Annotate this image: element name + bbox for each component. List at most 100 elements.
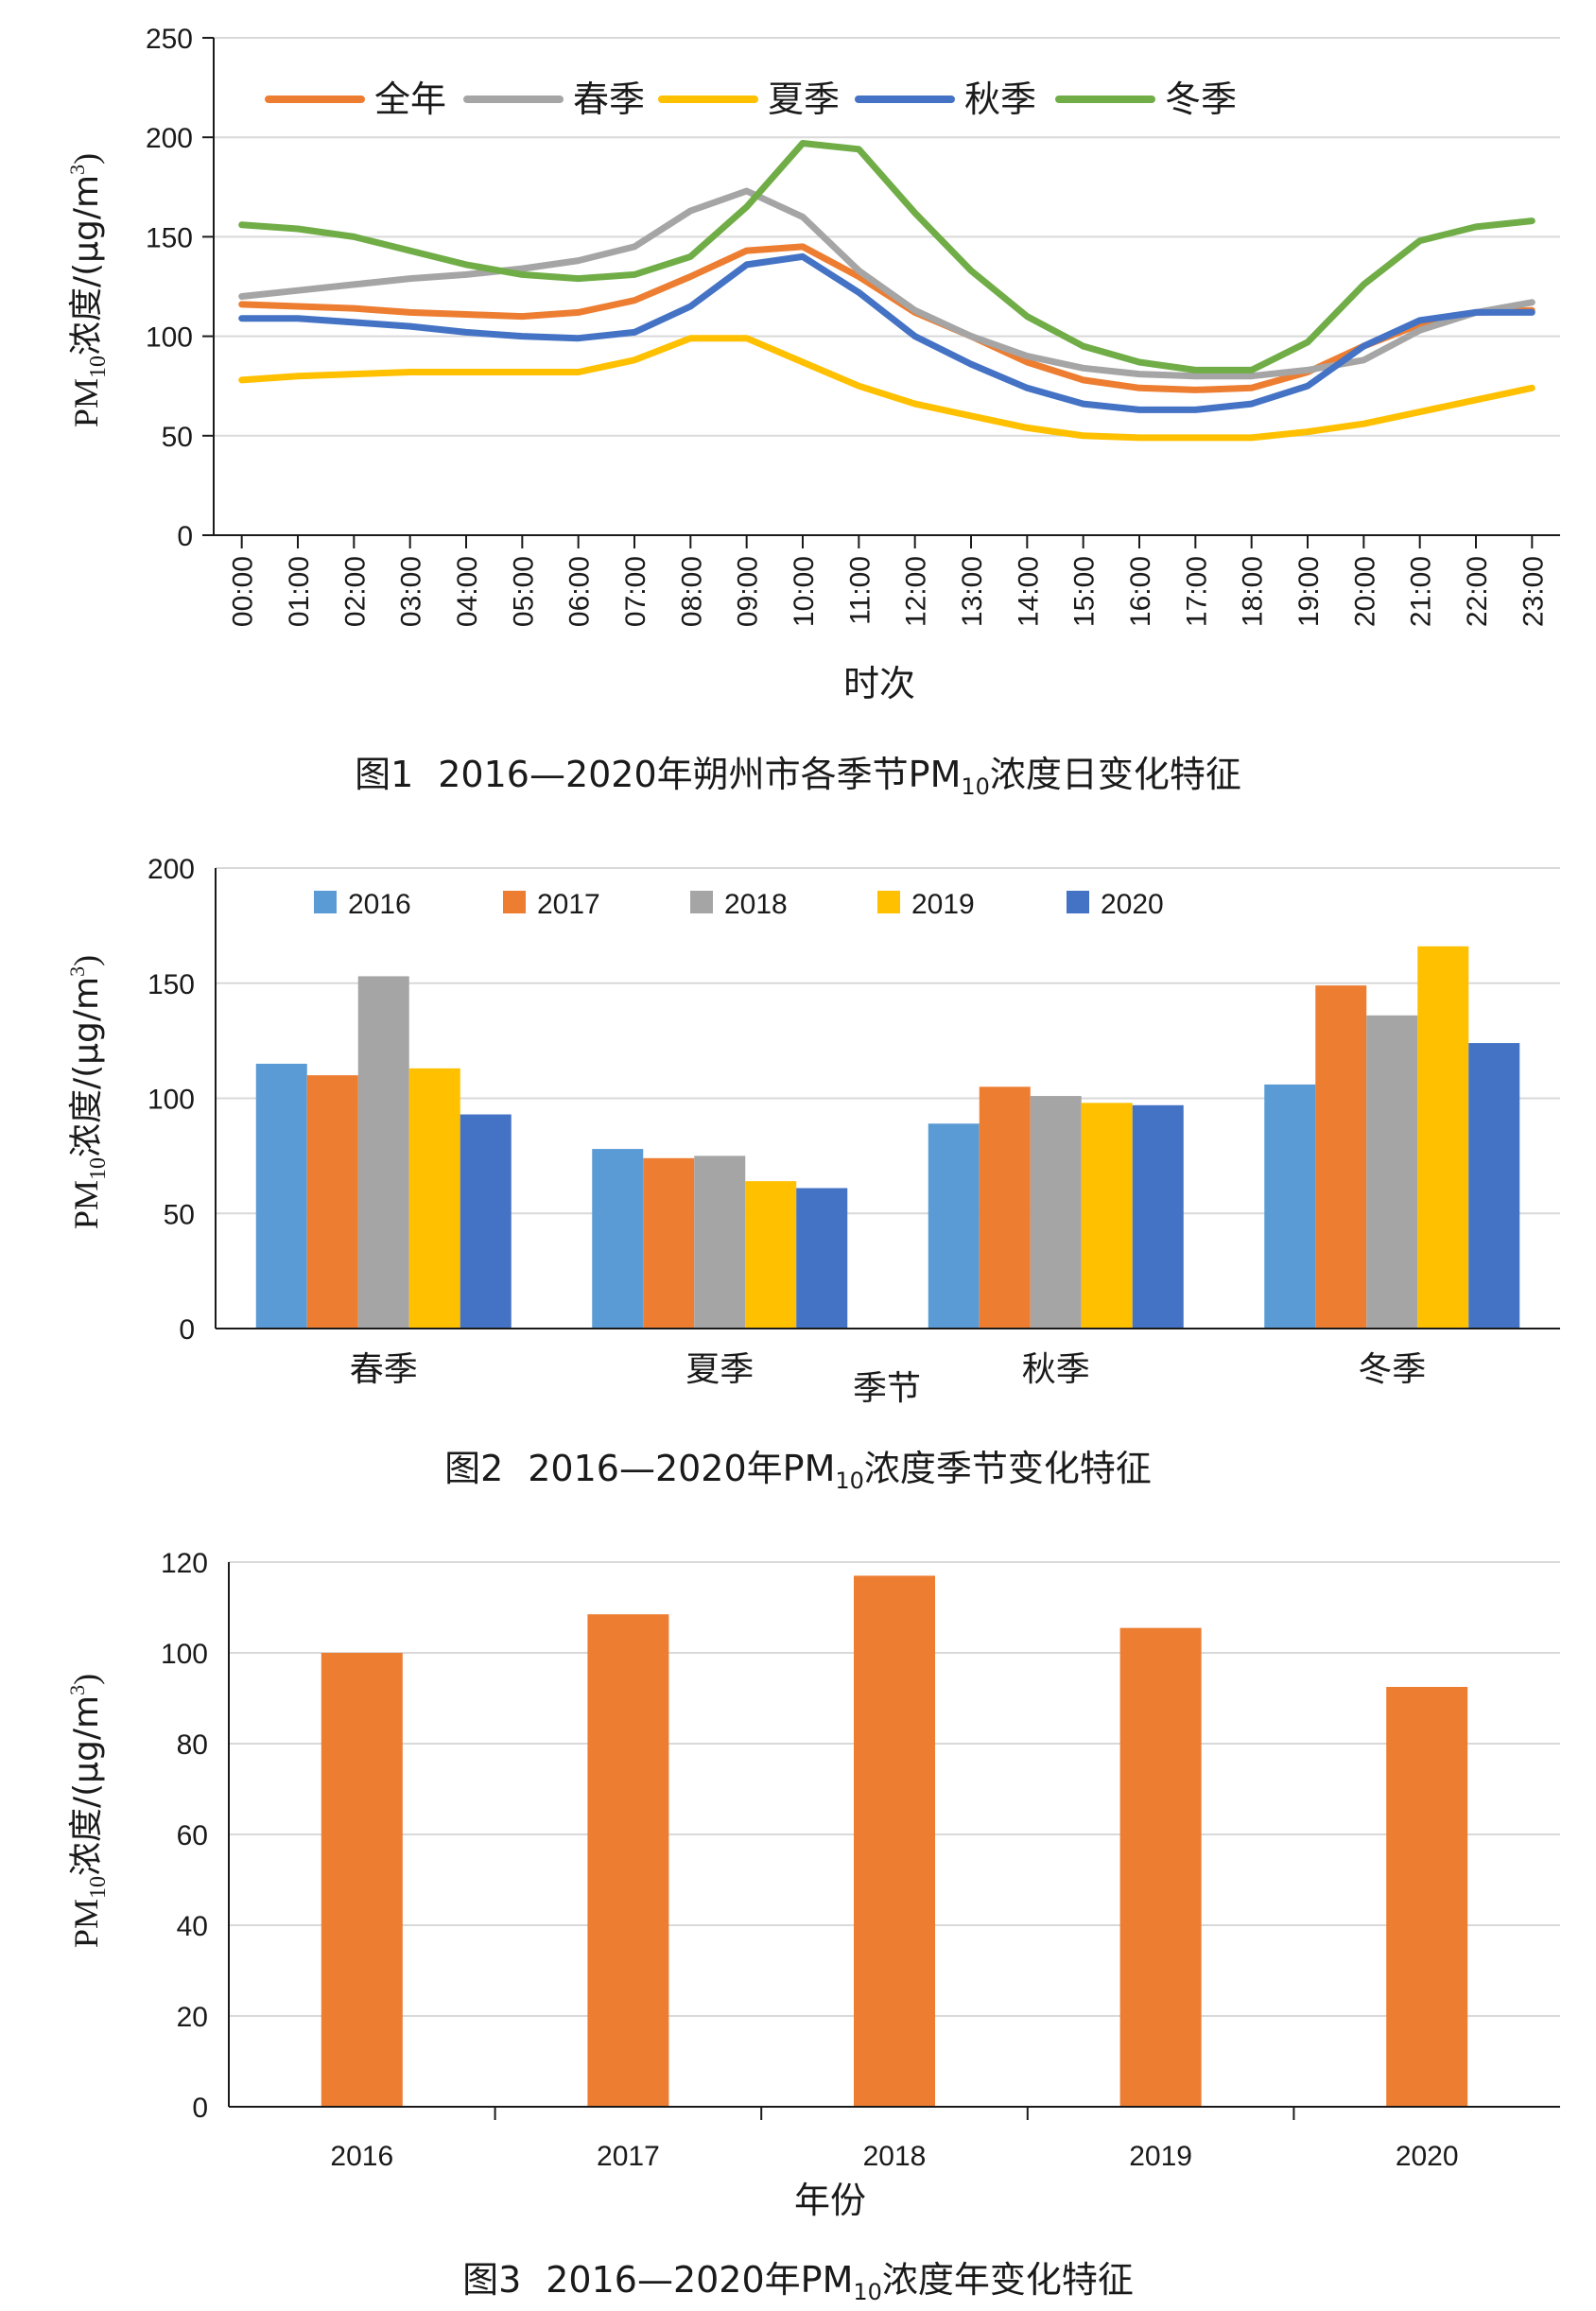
bar-2020-冬季: [1468, 1043, 1520, 1329]
chart-2-y-tick-labels: 0 50 100 150 200: [147, 854, 195, 1346]
bar-2016: [321, 1653, 403, 2107]
x-tick-label: 05:00: [508, 556, 539, 627]
legend-label: 2017: [537, 889, 600, 920]
bar-2017: [587, 1614, 669, 2107]
chart-1-gridlines: [214, 37, 1560, 437]
y-tick-label: 250: [146, 24, 193, 55]
chart-1-y-axis-label: PM10浓度/(μg/m3): [65, 153, 111, 427]
bar-2018-秋季: [1030, 1096, 1082, 1329]
y-tick-label: 200: [146, 123, 193, 154]
legend-label: 秋季: [964, 78, 1036, 120]
chart-1-legend: 全年 春季 夏季 秋季 冬季: [265, 78, 1237, 120]
x-tick-label: 22:00: [1462, 556, 1493, 627]
y-tick-label: 20: [177, 2002, 208, 2033]
legend-label: 全年: [374, 78, 446, 120]
chart-2-bars: [255, 946, 1520, 1329]
figure-1-caption: 图1 2016—2020年朔州市各季节PM10浓度日变化特征: [355, 754, 1241, 800]
x-tick-label: 04:00: [452, 556, 483, 627]
bar-2018-春季: [357, 976, 409, 1329]
y-tick-label: 200: [147, 854, 195, 885]
legend-swatch: [503, 891, 526, 913]
chart-3-annual-bar: 0 20 40 60 80 100 120 2016 2017 2018 2019 2020 PM1…: [65, 1548, 1560, 2221]
y-tick-label: 40: [177, 1911, 208, 1942]
bar-2017-秋季: [979, 1086, 1031, 1329]
bar-2016-春季: [255, 1063, 307, 1329]
chart-1-series-lines: [238, 140, 1535, 442]
y-tick-label: 60: [177, 1820, 208, 1851]
x-tick-label: 02:00: [339, 556, 371, 627]
bar-2020-夏季: [796, 1188, 848, 1329]
legend-swatch: [1067, 891, 1089, 913]
legend-swatch: [690, 891, 713, 913]
y-tick-label: 120: [161, 1548, 208, 1579]
bar-2016-冬季: [1264, 1084, 1316, 1329]
x-tick-label: 07:00: [620, 556, 651, 627]
series-line-冬季: [238, 140, 1535, 374]
x-tick-label: 18:00: [1238, 556, 1269, 627]
chart-3-x-axis-label: 年份: [794, 2180, 866, 2221]
y-tick-label: 50: [162, 422, 193, 453]
chart-2-axes: [215, 868, 1560, 1329]
bar-2018-冬季: [1366, 1015, 1418, 1329]
y-tick-label: 150: [146, 222, 193, 253]
legend-label: 春季: [573, 78, 645, 120]
x-tick-label: 20:00: [1349, 556, 1380, 627]
x-tick-label: 夏季: [685, 1350, 754, 1389]
x-tick-label: 2016: [330, 2141, 393, 2172]
series-line-春季: [238, 187, 1535, 380]
y-tick-label: 100: [147, 1085, 195, 1116]
chart-2-x-axis-label: 季节: [853, 1369, 921, 1408]
y-tick-label: 150: [147, 969, 195, 1000]
bar-2017-春季: [306, 1075, 358, 1329]
x-tick-label: 01:00: [284, 556, 315, 627]
chart-3-y-axis-label: PM10浓度/(μg/m3): [65, 1674, 111, 1948]
chart-3-bars: [321, 1575, 1468, 2107]
x-tick-label: 2020: [1396, 2141, 1459, 2172]
x-tick-label: 12:00: [901, 556, 932, 627]
bar-2019-冬季: [1417, 946, 1469, 1329]
chart-1-x-axis-label: 时次: [843, 663, 915, 704]
series-line-夏季: [238, 335, 1535, 442]
chart-2-legend: 2016 2017 2018 2019 2020: [314, 889, 1164, 920]
x-tick-label: 16:00: [1125, 556, 1156, 627]
chart-3-y-tick-labels: 0 20 40 60 80 100 120: [161, 1548, 208, 2124]
x-tick-label: 秋季: [1022, 1350, 1090, 1389]
x-tick-label: 10:00: [789, 556, 820, 627]
x-tick-label: 11:00: [844, 556, 876, 625]
x-tick-label: 03:00: [396, 556, 427, 627]
legend-label: 2016: [348, 889, 411, 920]
chart-2-y-axis-label: PM10浓度/(μg/m3): [65, 955, 111, 1229]
bar-2016-秋季: [928, 1123, 980, 1329]
x-tick-label: 23:00: [1518, 556, 1549, 627]
chart-3-axes: [228, 1562, 1560, 2120]
x-tick-label: 冬季: [1358, 1350, 1426, 1389]
x-tick-label: 17:00: [1181, 556, 1212, 627]
y-tick-label: 0: [179, 1314, 195, 1346]
y-tick-label: 80: [177, 1729, 208, 1761]
x-tick-label: 14:00: [1013, 556, 1044, 627]
x-tick-label: 21:00: [1406, 556, 1437, 627]
x-tick-label: 00:00: [228, 556, 259, 627]
chart-1-y-tick-labels: 0 50 100 150 200 250: [146, 24, 193, 552]
x-tick-label: 19:00: [1293, 556, 1325, 627]
series-line-秋季: [238, 252, 1535, 413]
chart-1-diurnal-line: 0 50 100 150 200 250 00:00 01:00 02:00 03:00 04:0…: [65, 24, 1560, 704]
bar-2020: [1386, 1687, 1468, 2107]
bar-2017-冬季: [1315, 985, 1367, 1329]
x-tick-label: 09:00: [733, 556, 764, 627]
figure-2-caption: 图2 2016—2020年PM10浓度季节变化特征: [444, 1448, 1152, 1494]
y-tick-label: 100: [161, 1639, 208, 1670]
bar-2018-夏季: [694, 1156, 746, 1329]
figure-3-caption: 图3 2016—2020年PM10浓度年变化特征: [462, 2259, 1134, 2305]
x-tick-label: 15:00: [1069, 556, 1101, 627]
x-tick-label: 2018: [863, 2141, 927, 2172]
legend-label: 冬季: [1165, 78, 1237, 120]
bar-2019-春季: [408, 1068, 460, 1329]
bar-2016-夏季: [592, 1149, 644, 1329]
legend-label: 2020: [1101, 889, 1164, 920]
chart-1-x-tick-labels: 00:00 01:00 02:00 03:00 04:00 05:00 06:00 07:00…: [228, 556, 1550, 627]
x-tick-label: 春季: [350, 1350, 418, 1389]
legend-swatch: [314, 891, 337, 913]
